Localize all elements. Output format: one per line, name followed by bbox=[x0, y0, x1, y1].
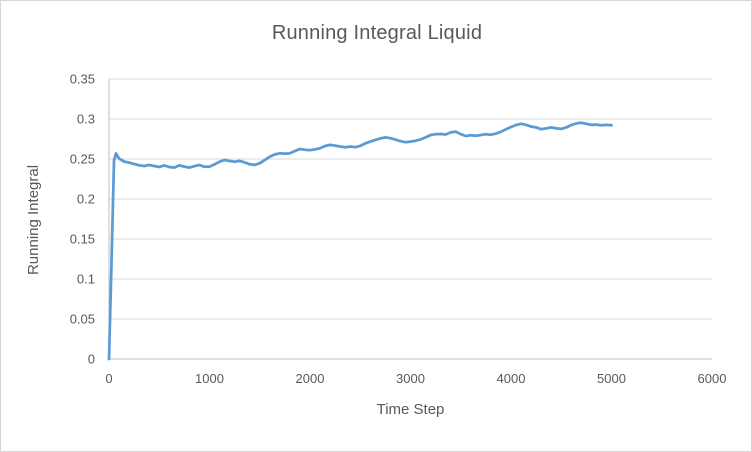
x-tick-label: 2000 bbox=[296, 371, 325, 386]
chart-title: Running Integral Liquid bbox=[271, 22, 483, 44]
axes bbox=[108, 79, 712, 360]
y-tick-label: 0.2 bbox=[77, 192, 95, 207]
y-tick-label: 0 bbox=[88, 352, 95, 367]
x-tick-label: 5000 bbox=[597, 371, 626, 386]
gridlines bbox=[109, 78, 712, 360]
x-tick-label: 6000 bbox=[698, 371, 727, 386]
y-tick-label: 0.3 bbox=[77, 112, 95, 127]
x-axis-title: Time Step bbox=[376, 401, 445, 418]
y-tick-labels: 0 0.05 0.1 0.15 0.2 0.25 0.3 0.35 bbox=[70, 72, 95, 367]
y-axis-title: Running Integral bbox=[25, 165, 42, 275]
x-tick-label: 1000 bbox=[195, 371, 224, 386]
y-tick-label: 0.15 bbox=[70, 232, 95, 247]
x-tick-label: 3000 bbox=[396, 371, 425, 386]
series-line bbox=[107, 121, 613, 361]
x-tick-labels: 0 1000 2000 3000 4000 5000 6000 bbox=[105, 371, 726, 386]
x-tick-label: 4000 bbox=[497, 371, 526, 386]
y-tick-label: 0.25 bbox=[70, 152, 95, 167]
y-tick-label: 0.05 bbox=[70, 312, 95, 327]
x-tick-label: 0 bbox=[105, 371, 112, 386]
y-tick-label: 0.35 bbox=[70, 72, 95, 87]
y-tick-label: 0.1 bbox=[77, 272, 95, 287]
